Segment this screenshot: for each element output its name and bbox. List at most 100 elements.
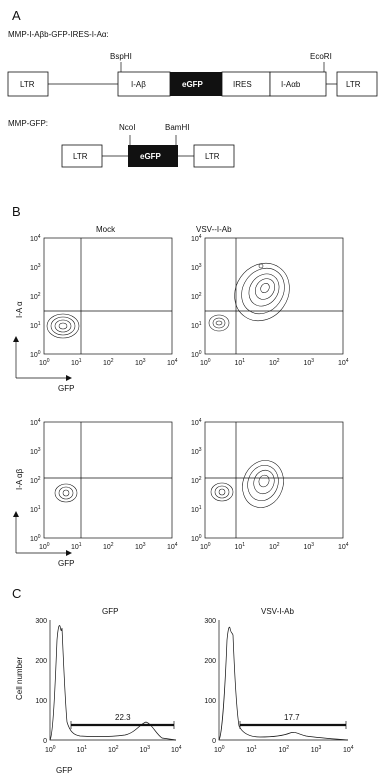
- plot0-ytick-1: 101: [30, 321, 41, 330]
- plot3-ytick-3: 103: [191, 447, 202, 456]
- panel-c-letter: C: [12, 586, 21, 601]
- hist0-xtick-4: 104: [171, 745, 182, 754]
- plot2-ytick-3: 103: [30, 447, 41, 456]
- hist1-xtick-0-exponent: 0: [222, 745, 225, 751]
- construct1-seg-ltr-left: LTR: [20, 80, 35, 89]
- hist1-xtick-4: 104: [343, 745, 354, 754]
- hist0-ytick-3: 300: [35, 618, 47, 625]
- construct1-seg-ires: IRES: [233, 80, 252, 89]
- construct1-iab: [117, 71, 171, 97]
- plot2-ytick-0-exponent: 0: [38, 534, 41, 540]
- histogram-gfp: [49, 620, 177, 741]
- construct2-site-ncoi: NcoI: [119, 123, 135, 132]
- plot2-xtick-3-exponent: 3: [143, 542, 146, 548]
- plot1-xtick-0-exponent: 0: [208, 358, 211, 364]
- construct1-site-ecori: EcoRI: [310, 52, 332, 61]
- plot2-ytick-1-exponent: 1: [38, 505, 41, 511]
- plot1-ytick-0: 100: [191, 350, 202, 359]
- plot3-xtick-0-exponent: 0: [208, 542, 211, 548]
- plot2-xtick-1-exponent: 1: [79, 542, 82, 548]
- plot3-ytick-4: 104: [191, 418, 202, 427]
- hist1-xtick-2: 102: [279, 745, 290, 754]
- plot0-xtick-4-exponent: 4: [175, 358, 178, 364]
- plot2-ytick-0: 100: [30, 534, 41, 543]
- plot1-ytick-1-exponent: 1: [199, 321, 202, 327]
- plot1-ytick-3-exponent: 3: [199, 263, 202, 269]
- contours-mock-row1: [46, 313, 80, 339]
- hist-ylabel: Cell number: [15, 657, 24, 700]
- plot1-ytick-2-exponent: 2: [199, 292, 202, 298]
- dotplot-vsv-row2: [204, 421, 344, 539]
- plot2-ytick-2: 102: [30, 476, 41, 485]
- hist0-xtick-2-exponent: 2: [116, 745, 119, 751]
- construct1-seg-iaa: I-Aαb: [281, 80, 301, 89]
- gate-bar-gfp: [70, 721, 175, 729]
- plot0-xtick-3-exponent: 3: [143, 358, 146, 364]
- construct2-seg-ltr-right: LTR: [205, 152, 220, 161]
- hist1-xtick-0: 100: [214, 745, 225, 754]
- col-title-mock: Mock: [96, 225, 116, 234]
- plot3-xtick-3: 103: [304, 542, 315, 551]
- plot2-xtick-1: 101: [71, 542, 82, 551]
- construct1-map: [7, 62, 378, 97]
- plot1-xtick-2: 102: [269, 358, 280, 367]
- construct1-iaa: [269, 71, 327, 97]
- hist-title-vsv: VSV-I-Ab: [261, 607, 294, 616]
- histogram-vsv: [218, 620, 349, 741]
- hist1-xtick-3-exponent: 3: [319, 745, 322, 751]
- contours-mock-row2: [54, 483, 78, 503]
- row2-xlabel: GFP: [58, 559, 74, 568]
- plot2-xtick-2: 102: [103, 542, 114, 551]
- construct1-seg-iab: I-Aβ: [131, 80, 146, 89]
- plot3-xtick-1: 101: [235, 542, 246, 551]
- panel-b-letter: B: [12, 204, 21, 219]
- plot3-ytick-4-exponent: 4: [199, 418, 202, 424]
- construct2-seg-egfp: eGFP: [140, 152, 162, 161]
- construct1-egfp: [170, 72, 222, 96]
- hist1-xtick-2-exponent: 2: [286, 745, 289, 751]
- plot1-xtick-0: 100: [200, 358, 211, 367]
- gate-label-gfp: 22.3: [115, 713, 131, 722]
- plot3-xtick-4-exponent: 4: [346, 542, 349, 548]
- plot3-ytick-0-exponent: 0: [199, 534, 202, 540]
- construct2-seg-ltr-left: LTR: [73, 152, 88, 161]
- plot2-ytick-3-exponent: 3: [38, 447, 41, 453]
- hist0-xtick-0-exponent: 0: [53, 745, 56, 751]
- plot1-ytick-4-exponent: 4: [199, 234, 202, 240]
- plot2-ytick-2-exponent: 2: [38, 476, 41, 482]
- hist-xlabel: GFP: [56, 766, 72, 775]
- hist-title-gfp: GFP: [102, 607, 118, 616]
- plot0-ytick-0-exponent: 0: [38, 350, 41, 356]
- plot3-ytick-0: 100: [191, 534, 202, 543]
- plot1-xtick-1-exponent: 1: [242, 358, 245, 364]
- hist1-xtick-1-exponent: 1: [254, 745, 257, 751]
- construct1-title: MMP-I-Aβb-GFP-IRES-I-Aα:: [8, 30, 109, 39]
- construct2-ltr-right: [193, 144, 235, 168]
- gate-bar-vsv: [239, 721, 347, 729]
- hist1-xtick-1: 101: [246, 745, 257, 754]
- construct2-egfp: [128, 145, 178, 167]
- row2-axis-arrows: [13, 511, 72, 556]
- hist0-xtick-2: 102: [108, 745, 119, 754]
- hist1-ytick-3: 300: [204, 618, 216, 625]
- hist0-ytick-1: 100: [35, 698, 47, 705]
- plot0-xtick-4: 104: [167, 358, 178, 367]
- hist0-ytick-2: 200: [35, 658, 47, 665]
- plot1-xtick-3: 103: [304, 358, 315, 367]
- plot2-ytick-4-exponent: 4: [38, 418, 41, 424]
- plot2-xtick-2-exponent: 2: [111, 542, 114, 548]
- row1-xlabel: GFP: [58, 384, 74, 393]
- plot3-ytick-1: 101: [191, 505, 202, 514]
- plot1-ytick-1: 101: [191, 321, 202, 330]
- hist1-xtick-3: 103: [311, 745, 322, 754]
- plot1-xtick-1: 101: [235, 358, 246, 367]
- construct2-map: [61, 135, 235, 168]
- hist1-xtick-4-exponent: 4: [351, 745, 354, 751]
- construct1-seg-ltr-right: LTR: [346, 80, 361, 89]
- dotplot-mock-row1: [43, 237, 173, 355]
- construct1-site-bsphi: BspHI: [110, 52, 132, 61]
- row1-axis-arrows: [13, 336, 72, 381]
- plot0-xtick-1: 101: [71, 358, 82, 367]
- plot3-xtick-2: 102: [269, 542, 280, 551]
- hist0-xtick-1: 101: [77, 745, 88, 754]
